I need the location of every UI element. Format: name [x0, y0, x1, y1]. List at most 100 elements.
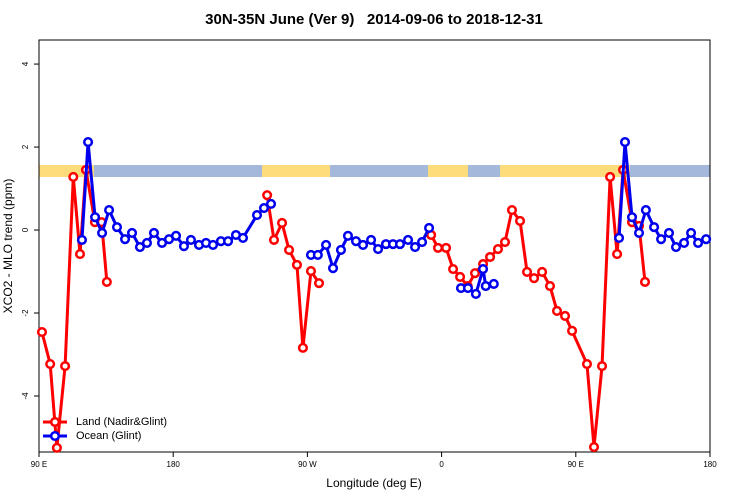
point	[424, 222, 435, 234]
point	[441, 242, 452, 253]
point	[119, 234, 131, 245]
point	[455, 271, 466, 282]
y-tick-label: 4	[21, 61, 30, 66]
point	[45, 358, 56, 370]
legend-marker	[49, 430, 61, 442]
point	[448, 263, 459, 275]
point	[141, 237, 153, 248]
point	[633, 227, 645, 238]
point	[639, 276, 651, 287]
point	[663, 227, 675, 238]
point	[277, 217, 288, 229]
point	[686, 227, 697, 238]
point	[670, 241, 682, 253]
point	[265, 198, 277, 209]
point	[693, 237, 704, 248]
point	[470, 288, 481, 299]
point	[51, 442, 62, 453]
point	[68, 171, 79, 182]
point	[462, 283, 474, 294]
point	[335, 244, 347, 255]
point	[480, 280, 491, 292]
point	[262, 190, 273, 201]
x-tick-label: 90 W	[298, 460, 317, 469]
point	[560, 310, 571, 321]
point	[432, 242, 444, 253]
point	[258, 202, 270, 214]
point	[521, 266, 533, 277]
point	[485, 251, 496, 263]
point	[410, 241, 421, 253]
point	[619, 137, 631, 148]
point	[626, 212, 638, 223]
point	[499, 237, 511, 248]
point	[403, 234, 414, 246]
point	[126, 227, 138, 238]
x-tick-label: 90 E	[568, 460, 584, 469]
x-tick-label: 180	[703, 460, 717, 469]
point	[90, 212, 101, 223]
legend-label: Land (Nadir&Glint)	[76, 416, 167, 428]
x-axis-label: Longitude (deg E)	[326, 476, 421, 490]
point	[60, 361, 71, 372]
y-axis-label: XCO2 - MLO trend (ppm)	[1, 179, 15, 314]
point	[284, 244, 295, 255]
point	[488, 278, 499, 290]
point	[148, 227, 160, 238]
point	[649, 222, 660, 233]
surface-strip	[39, 165, 710, 177]
point	[612, 249, 623, 260]
point	[36, 327, 48, 338]
legend-label: Ocean (Glint)	[76, 430, 141, 442]
point	[237, 232, 249, 243]
point	[514, 215, 526, 226]
point	[640, 205, 651, 216]
point	[342, 230, 354, 241]
point	[83, 137, 94, 148]
point	[327, 263, 339, 274]
chart-title: 30N-35N June (Ver 9) 2014-09-06 to 2018-…	[205, 11, 543, 28]
point	[613, 232, 625, 243]
point	[528, 273, 540, 284]
point	[312, 249, 323, 260]
point	[596, 361, 608, 372]
point	[567, 325, 578, 336]
plot-frame	[38, 39, 711, 453]
point	[679, 237, 690, 248]
point	[551, 305, 563, 316]
point	[104, 205, 115, 216]
point	[492, 244, 504, 255]
point	[506, 205, 518, 216]
point	[207, 239, 219, 251]
point	[417, 237, 428, 248]
point	[320, 239, 332, 251]
point	[178, 241, 189, 252]
point	[251, 210, 263, 221]
point	[544, 280, 556, 292]
point	[588, 441, 600, 453]
x-tick-label: 0	[439, 460, 444, 469]
y-tick-label: 0	[21, 227, 30, 232]
point	[101, 276, 112, 287]
point	[223, 236, 234, 247]
point	[134, 241, 145, 253]
x-tick-label: 90 E	[31, 460, 47, 469]
point	[291, 259, 303, 270]
point	[537, 266, 548, 277]
point	[268, 234, 280, 246]
point	[313, 278, 325, 289]
legend-marker	[49, 416, 61, 428]
point	[656, 234, 667, 245]
y-tick-label: -2	[21, 309, 30, 317]
y-tick-label: 2	[21, 144, 30, 149]
x-tick-label: 180	[167, 460, 181, 469]
y-tick-label: -4	[21, 392, 30, 400]
point	[581, 358, 593, 370]
point	[97, 227, 108, 238]
point	[478, 263, 489, 275]
point	[76, 234, 87, 246]
point	[701, 234, 712, 245]
point	[469, 268, 481, 279]
point	[357, 239, 369, 251]
